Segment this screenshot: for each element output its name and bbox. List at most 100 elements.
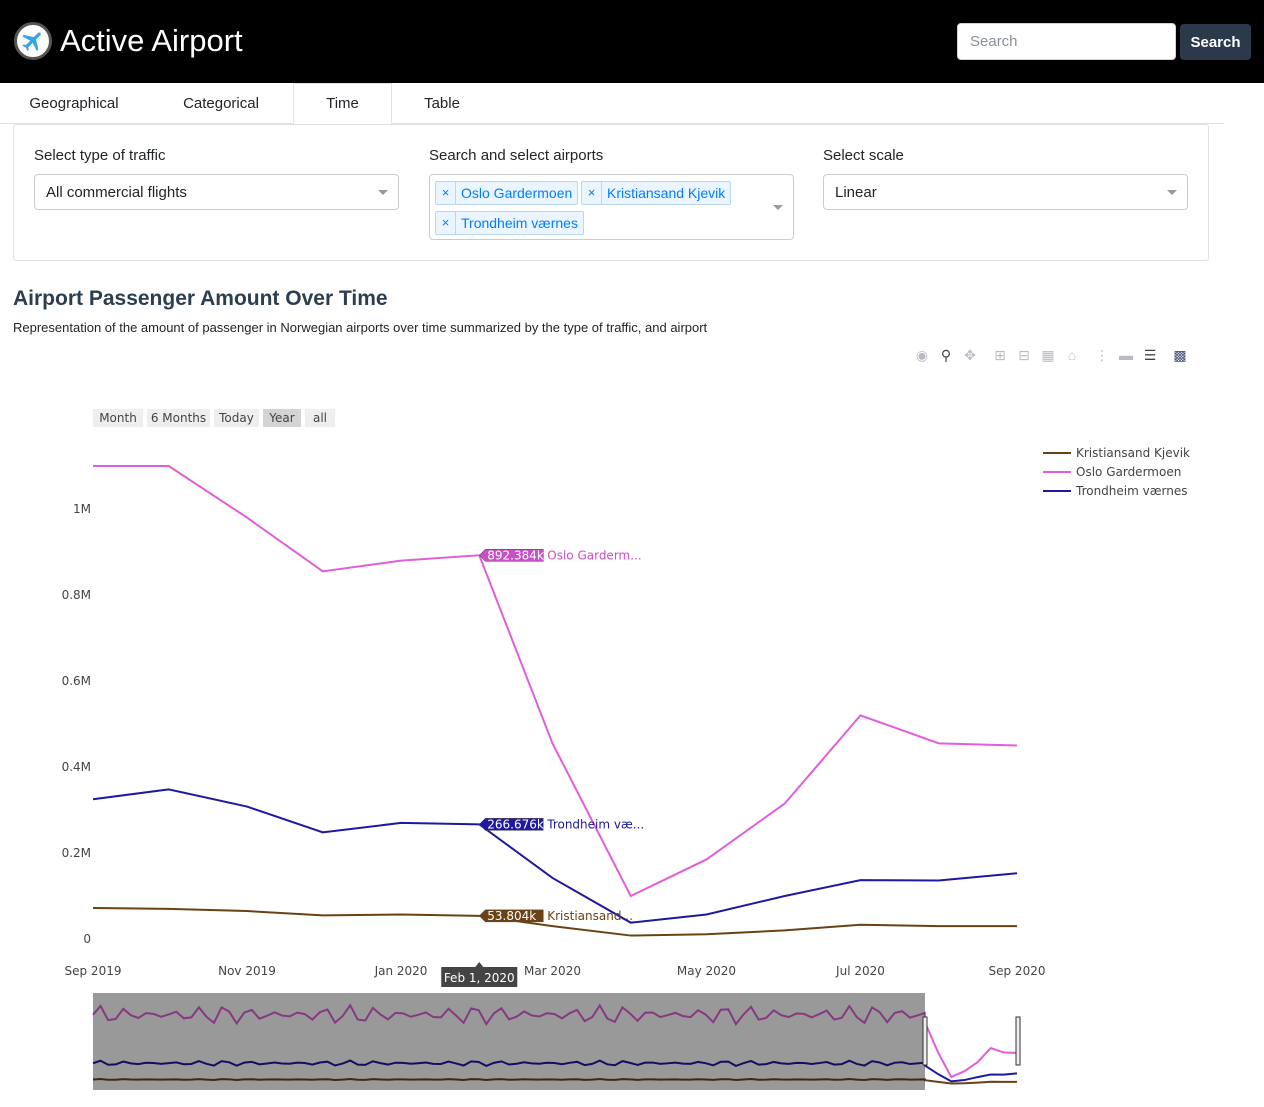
filter-card — [13, 124, 1209, 261]
range-button-label: all — [313, 411, 327, 425]
range-button-today[interactable]: Today — [214, 409, 259, 427]
remove-chip-icon[interactable]: × — [582, 182, 602, 204]
legend-item[interactable]: Trondheim værnes — [1043, 484, 1187, 498]
airport-multiselect[interactable]: × Oslo Gardermoen × Kristiansand Kjevik … — [429, 174, 794, 240]
hover-x-arrow — [475, 962, 484, 967]
zoom-in-icon[interactable]: ⊞ — [994, 346, 1006, 363]
y-tick-label: 0.8M — [62, 588, 91, 602]
x-tick-label: Jan 2020 — [374, 964, 428, 978]
handle-grip — [922, 1016, 928, 1066]
x-tick-label: Nov 2019 — [218, 964, 276, 978]
hover-x-text: Feb 1, 2020 — [444, 971, 515, 985]
hover-value: 53.804k — [487, 909, 536, 923]
range-button-bg — [147, 409, 210, 427]
range-button-label: Year — [268, 411, 294, 425]
legend-label: Trondheim værnes — [1075, 484, 1187, 498]
x-tick-label: Jul 2020 — [835, 964, 885, 978]
series-line-trondheim-værnes — [92, 788, 1018, 924]
range-slider[interactable] — [92, 993, 1021, 1090]
reset-axes-icon[interactable]: ⌂ — [1067, 347, 1077, 363]
tab-categorical[interactable]: Categorical — [183, 95, 259, 112]
scale-dropdown[interactable]: Linear — [823, 174, 1188, 210]
hover-name: Trondheim væ... — [546, 817, 644, 831]
legend-label: Kristiansand Kjevik — [1076, 446, 1190, 460]
autoscale-icon[interactable]: ▦ — [1041, 346, 1055, 363]
series-line-oslo-gardermoen — [93, 465, 1018, 898]
legend-item[interactable]: Oslo Gardermoen — [1043, 465, 1181, 479]
plotly-logo-icon[interactable]: ▩ — [1173, 346, 1187, 363]
legend-item[interactable]: Kristiansand Kjevik — [1043, 446, 1190, 460]
camera-icon[interactable]: ◉ — [915, 346, 929, 363]
range-button-bg — [214, 409, 259, 427]
zoom-out-icon[interactable]: ⊟ — [1018, 346, 1030, 363]
range-slider-line — [92, 1077, 1017, 1085]
handle-grip — [1015, 1016, 1021, 1066]
hover-closest-icon[interactable]: ▬ — [1119, 347, 1133, 363]
range-selector: Month 6 Months Today Year all — [93, 409, 335, 427]
x-tick-label: May 2020 — [677, 964, 736, 978]
traffic-type-value: All commercial flights — [46, 183, 187, 201]
pan-icon[interactable]: ✥ — [964, 346, 976, 363]
range-button-label: 6 Months — [151, 411, 206, 425]
chevron-down-icon[interactable] — [773, 205, 783, 210]
y-tick-label: 0.2M — [62, 846, 91, 860]
range-slider-line — [92, 1059, 1018, 1083]
range-slider-handle[interactable] — [1015, 1016, 1021, 1066]
y-tick-label: 0.6M — [62, 674, 91, 688]
series-lines — [92, 465, 1018, 937]
hover-x-label: Feb 1, 2020 — [441, 962, 518, 987]
hover-x-box — [441, 967, 518, 987]
x-tick-label: Sep 2020 — [989, 964, 1046, 978]
y-tick-label: 1M — [73, 502, 91, 516]
hover-compare-icon[interactable]: ☰ — [1143, 346, 1157, 363]
range-slider-handle[interactable] — [922, 1016, 928, 1066]
range-button-month[interactable]: Month — [93, 409, 143, 427]
range-button-all[interactable]: all — [305, 409, 335, 427]
section-subtitle: Representation of the amount of passenge… — [13, 320, 708, 335]
x-axis: Sep 2019 Nov 2019 Jan 2020 Mar 2020 May 2020… — [65, 964, 1046, 978]
range-button-year[interactable]: Year — [263, 409, 301, 427]
legend: Kristiansand Kjevik Oslo Gardermoen Trondh… — [1043, 446, 1190, 498]
airport-select-label: Search and select airports — [429, 147, 604, 164]
brand[interactable]: Active Airport — [14, 22, 243, 60]
tab-time[interactable]: Time — [293, 83, 392, 124]
hover-box — [478, 549, 544, 562]
x-tick-label: Mar 2020 — [524, 964, 581, 978]
airport-chip: × Trondheim værnes — [435, 211, 584, 235]
y-axis: 0 0.2M 0.4M 0.6M 0.8M 1M — [62, 502, 91, 946]
scale-value: Linear — [835, 183, 877, 201]
spike-lines-icon[interactable]: ⋮ — [1095, 346, 1109, 363]
hover-label: 892.384k Oslo Garderm... — [478, 548, 642, 562]
legend-label: Oslo Gardermoen — [1076, 465, 1181, 479]
range-slider-line — [92, 1003, 1018, 1079]
section-title: Airport Passenger Amount Over Time — [13, 287, 388, 310]
range-slider-bg — [93, 993, 1017, 1090]
range-button-bg — [263, 409, 301, 427]
traffic-type-label: Select type of traffic — [34, 147, 166, 164]
airport-chip: × Oslo Gardermoen — [435, 181, 579, 205]
search-button[interactable]: Search — [1180, 24, 1251, 60]
hover-value: 892.384k — [487, 548, 544, 562]
hover-label: 53.804k Kristiansand... — [478, 909, 633, 923]
zoom-icon[interactable]: ⚲ — [940, 346, 952, 363]
hover-value: 266.676k — [487, 817, 544, 831]
tab-geographical[interactable]: Geographical — [29, 95, 119, 112]
x-tick-label: Sep 2019 — [65, 964, 122, 978]
remove-chip-icon[interactable]: × — [436, 212, 456, 234]
hover-labels: 892.384k Oslo Garderm... 266.676k Trondheim… — [441, 548, 644, 987]
range-button-bg — [93, 409, 143, 427]
range-button-bg — [305, 409, 335, 427]
hover-name: Oslo Garderm... — [547, 548, 641, 562]
airplane-logo-icon — [14, 22, 52, 60]
range-button-label: Today — [218, 411, 254, 425]
traffic-type-dropdown[interactable]: All commercial flights — [34, 174, 399, 210]
hover-name: Kristiansand... — [547, 909, 633, 923]
passenger-line-chart: Month 6 Months Today Year all 00.2M0.4M0.6M0… — [62, 409, 1190, 1090]
hover-label: 266.676k Trondheim væ... — [478, 817, 644, 831]
chevron-down-icon — [1167, 190, 1177, 195]
search-input[interactable] — [957, 23, 1176, 60]
tab-table[interactable]: Table — [424, 95, 460, 112]
remove-chip-icon[interactable]: × — [436, 182, 456, 204]
hover-box — [478, 909, 544, 923]
range-button-6-months[interactable]: 6 Months — [147, 409, 210, 427]
